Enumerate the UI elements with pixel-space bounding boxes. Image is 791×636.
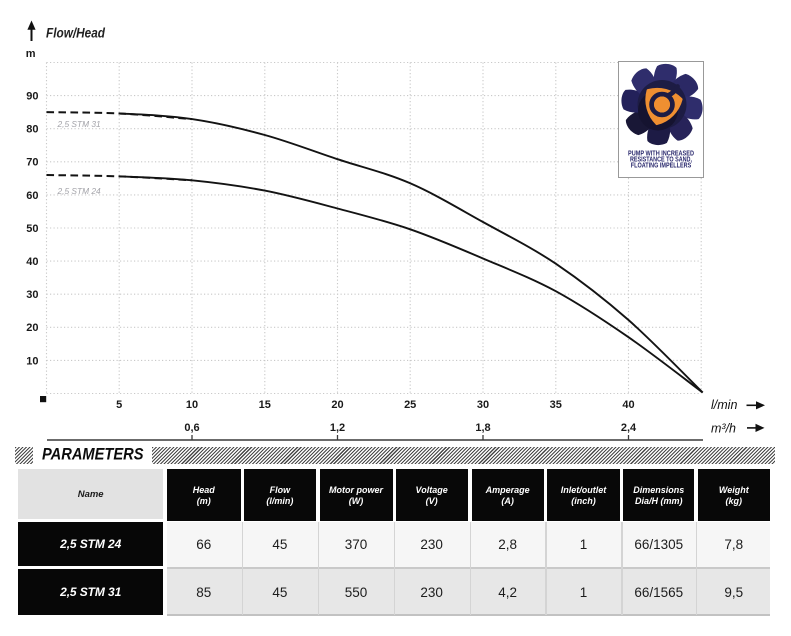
svg-text:80: 80 — [26, 124, 38, 136]
svg-text:60: 60 — [26, 190, 38, 202]
svg-text:40: 40 — [26, 256, 38, 268]
svg-text:25: 25 — [404, 399, 416, 411]
svg-text:RESISTANCE TO SAND,: RESISTANCE TO SAND, — [630, 156, 692, 163]
svg-text:10: 10 — [26, 355, 38, 367]
svg-text:2,5 STM 31: 2,5 STM 31 — [56, 120, 100, 129]
svg-text:0,6: 0,6 — [184, 422, 199, 434]
svg-text:40: 40 — [622, 399, 634, 411]
svg-text:30: 30 — [477, 399, 489, 411]
svg-text:l/min: l/min — [711, 398, 737, 412]
svg-text:50: 50 — [26, 223, 38, 235]
svg-text:70: 70 — [26, 157, 38, 169]
svg-text:20: 20 — [26, 322, 38, 334]
svg-text:15: 15 — [259, 399, 271, 411]
svg-text:35: 35 — [550, 399, 562, 411]
svg-text:Flow/Head: Flow/Head — [46, 26, 106, 41]
svg-text:m: m — [26, 48, 36, 60]
svg-text:2,5 STM 24: 2,5 STM 24 — [56, 187, 101, 196]
svg-text:2,4: 2,4 — [621, 422, 637, 434]
svg-text:1,2: 1,2 — [330, 422, 345, 434]
svg-text:30: 30 — [26, 289, 38, 301]
svg-text:PUMP WITH INCREASED: PUMP WITH INCREASED — [628, 150, 694, 157]
svg-text:5: 5 — [116, 399, 122, 411]
svg-text:FLOATING IMPELLERS: FLOATING IMPELLERS — [631, 163, 692, 170]
svg-text:10: 10 — [186, 399, 198, 411]
svg-text:m³/h: m³/h — [711, 422, 736, 436]
svg-text:90: 90 — [26, 91, 38, 103]
svg-text:20: 20 — [331, 399, 343, 411]
svg-text:1,8: 1,8 — [475, 422, 490, 434]
svg-text:PARAMETERS: PARAMETERS — [42, 445, 144, 464]
